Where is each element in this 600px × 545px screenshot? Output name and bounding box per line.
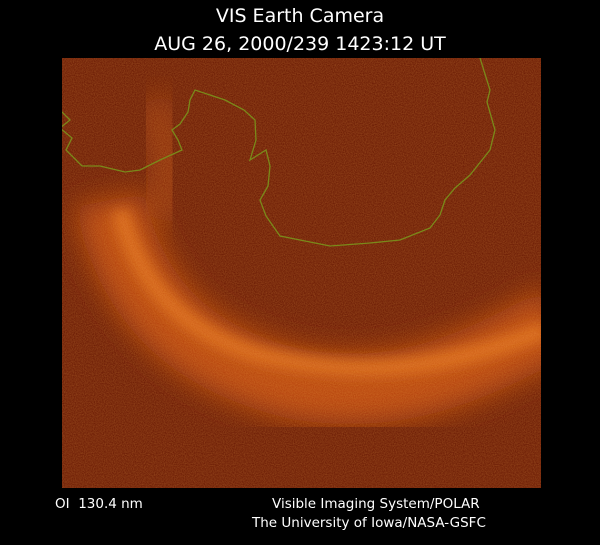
coastline xyxy=(62,58,496,247)
satellite-image xyxy=(62,58,541,488)
subtitle: AUG 26, 2000/239 1423:12 UT xyxy=(154,33,446,55)
image-noise xyxy=(62,58,541,488)
credit-line-1: Visible Imaging System/POLAR xyxy=(272,496,480,512)
title: VIS Earth Camera xyxy=(216,5,384,27)
credit-line-2: The University of Iowa/NASA-GSFC xyxy=(251,515,486,531)
wavelength-label: OI 130.4 nm xyxy=(55,496,143,512)
